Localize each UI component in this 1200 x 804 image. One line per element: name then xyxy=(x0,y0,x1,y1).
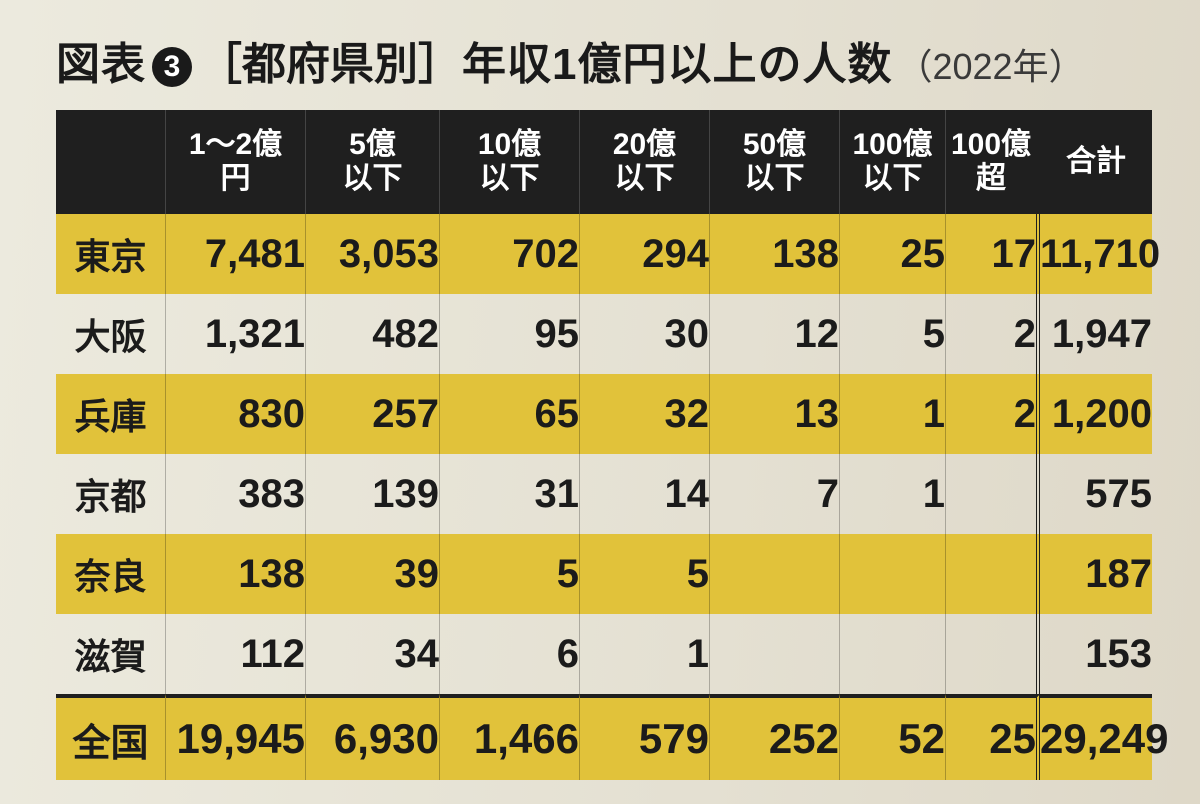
cell: 138 xyxy=(710,214,840,294)
cell: 5 xyxy=(840,294,946,374)
cell: 29,249 xyxy=(1040,694,1152,780)
cell: 830 xyxy=(166,374,306,454)
cell: 7,481 xyxy=(166,214,306,294)
row-label: 兵庫 xyxy=(56,374,166,454)
cell: 1,466 xyxy=(440,694,580,780)
cell xyxy=(840,534,946,614)
cell: 579 xyxy=(580,694,710,780)
title-bracket-open: ［ xyxy=(198,28,242,92)
cell: 1,200 xyxy=(1040,374,1152,454)
title-bracket-text: 都府県別 xyxy=(242,28,418,92)
table-header: 1～2億円 5億以下 10億以下 20億以下 50億以下 100億以下 100億… xyxy=(56,110,1152,214)
table-row: 京都383139311471 575 xyxy=(56,454,1152,534)
cell: 2 xyxy=(946,374,1040,454)
page: 図表 3 ［ 都府県別 ］ 年収1億円以上の人数 （2022年） 1～2億円 5… xyxy=(0,0,1200,804)
cell: 5 xyxy=(580,534,710,614)
col-header-7: 100億超 xyxy=(946,110,1040,214)
title-main: 年収1億円以上の人数 xyxy=(462,28,892,92)
cell xyxy=(946,534,1040,614)
row-label: 京都 xyxy=(56,454,166,534)
income-table: 1～2億円 5億以下 10億以下 20億以下 50億以下 100億以下 100億… xyxy=(56,110,1152,780)
cell: 702 xyxy=(440,214,580,294)
cell: 138 xyxy=(166,534,306,614)
row-label: 大阪 xyxy=(56,294,166,374)
cell: 6 xyxy=(440,614,580,694)
cell: 17 xyxy=(946,214,1040,294)
cell: 7 xyxy=(710,454,840,534)
col-header-1: 1～2億円 xyxy=(166,110,306,214)
cell xyxy=(946,614,1040,694)
cell: 1 xyxy=(580,614,710,694)
cell: 39 xyxy=(306,534,440,614)
cell: 11,710 xyxy=(1040,214,1152,294)
cell xyxy=(840,614,946,694)
col-header-4: 20億以下 xyxy=(580,110,710,214)
cell: 257 xyxy=(306,374,440,454)
title-number-badge: 3 xyxy=(152,47,192,87)
table-row: 東京7,4813,053702294138251711,710 xyxy=(56,214,1152,294)
title-year: （2022年） xyxy=(896,38,1084,90)
row-label: 滋賀 xyxy=(56,614,166,694)
table-body: 東京7,4813,053702294138251711,710大阪1,32148… xyxy=(56,214,1152,780)
cell: 252 xyxy=(710,694,840,780)
row-label: 東京 xyxy=(56,214,166,294)
cell: 25 xyxy=(946,694,1040,780)
cell: 482 xyxy=(306,294,440,374)
cell: 12 xyxy=(710,294,840,374)
cell: 25 xyxy=(840,214,946,294)
cell: 112 xyxy=(166,614,306,694)
table-row: 大阪1,321482953012521,947 xyxy=(56,294,1152,374)
cell xyxy=(710,534,840,614)
cell: 383 xyxy=(166,454,306,534)
cell: 14 xyxy=(580,454,710,534)
cell: 6,930 xyxy=(306,694,440,780)
cell: 65 xyxy=(440,374,580,454)
cell xyxy=(946,454,1040,534)
table-row: 滋賀1123461 153 xyxy=(56,614,1152,694)
title-bracket-close: ］ xyxy=(418,28,462,92)
col-header-5: 50億以下 xyxy=(710,110,840,214)
cell: 1 xyxy=(840,454,946,534)
cell: 5 xyxy=(440,534,580,614)
cell: 3,053 xyxy=(306,214,440,294)
cell: 2 xyxy=(946,294,1040,374)
cell: 1,947 xyxy=(1040,294,1152,374)
col-header-3: 10億以下 xyxy=(440,110,580,214)
cell: 294 xyxy=(580,214,710,294)
cell: 1,321 xyxy=(166,294,306,374)
col-header-6: 100億以下 xyxy=(840,110,946,214)
cell: 32 xyxy=(580,374,710,454)
col-header-blank xyxy=(56,110,166,214)
cell: 187 xyxy=(1040,534,1152,614)
table-row: 奈良1383955187 xyxy=(56,534,1152,614)
cell: 52 xyxy=(840,694,946,780)
cell: 1 xyxy=(840,374,946,454)
table-row: 全国19,9456,9301,466579252522529,249 xyxy=(56,694,1152,780)
cell: 34 xyxy=(306,614,440,694)
source-note: 「国税庁」データより xyxy=(56,798,1160,804)
cell: 95 xyxy=(440,294,580,374)
table-title: 図表 3 ［ 都府県別 ］ 年収1億円以上の人数 （2022年） xyxy=(56,28,1160,92)
col-header-total: 合計 xyxy=(1040,110,1152,214)
title-prefix: 図表 xyxy=(56,28,146,92)
row-label: 奈良 xyxy=(56,534,166,614)
cell xyxy=(710,614,840,694)
cell: 19,945 xyxy=(166,694,306,780)
cell: 30 xyxy=(580,294,710,374)
row-label: 全国 xyxy=(56,694,166,780)
cell: 13 xyxy=(710,374,840,454)
cell: 575 xyxy=(1040,454,1152,534)
cell: 31 xyxy=(440,454,580,534)
col-header-2: 5億以下 xyxy=(306,110,440,214)
table-row: 兵庫830257653213121,200 xyxy=(56,374,1152,454)
cell: 153 xyxy=(1040,614,1152,694)
cell: 139 xyxy=(306,454,440,534)
